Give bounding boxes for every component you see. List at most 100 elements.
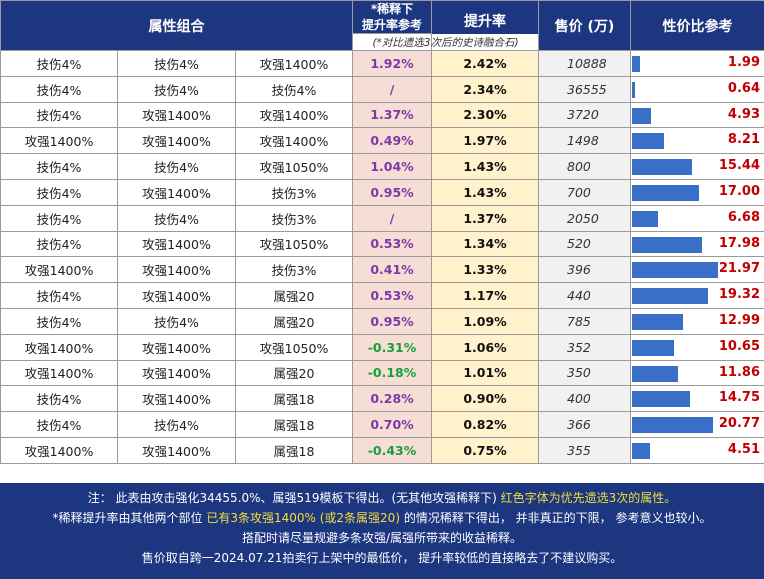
value-label: 17.00 [718, 183, 760, 199]
note-1a: 注： 此表由攻击强化34455.0%、属强519模板下得出。(无其他攻强稀释下) [87, 491, 501, 505]
rate-cell: 1.33% [431, 256, 539, 284]
attr-cell-2: 攻强1400% [117, 178, 236, 206]
attr-cell-2: 攻强1400% [117, 127, 236, 155]
dilution-rate-cell: -0.18% [352, 359, 432, 387]
value-cell: 4.51 [630, 436, 764, 464]
dilution-rate-cell: 0.49% [352, 127, 432, 155]
attr-cell-3: 攻强1050% [235, 333, 353, 361]
value-label: 15.44 [718, 158, 760, 174]
attr-cell-1: 技伤4% [0, 101, 118, 129]
attr-cell-1: 攻强1400% [0, 127, 118, 155]
value-label: 1.99 [727, 55, 760, 70]
attr-cell-2: 技伤4% [117, 204, 236, 232]
attr-cell-2: 攻强1400% [117, 282, 236, 309]
price-cell: 355 [538, 436, 631, 464]
value-cell: 12.99 [630, 307, 764, 335]
header-dilution-sub: (*对比遗选3次后的史诗融合石) [352, 33, 539, 51]
price-cell: 800 [538, 153, 631, 180]
value-cell: 19.32 [630, 282, 764, 309]
attr-cell-1: 攻强1400% [0, 359, 118, 387]
dilution-rate-cell: -0.31% [352, 333, 432, 361]
value-cell: 17.00 [630, 178, 764, 206]
value-cell: 10.65 [630, 333, 764, 361]
attr-cell-2: 攻强1400% [117, 385, 236, 413]
dilution-rate-cell: 0.95% [352, 307, 432, 335]
attr-cell-1: 攻强1400% [0, 333, 118, 361]
attr-cell-1: 技伤4% [0, 75, 118, 103]
attr-cell-1: 攻强1400% [0, 436, 118, 464]
attr-cell-3: 攻强1400% [235, 127, 353, 155]
note-line-2: *稀释提升率由其他两个部位 已有3条攻强1400% (或2条属强20) 的情况稀… [0, 508, 764, 528]
price-cell: 36555 [538, 75, 631, 103]
value-label: 10.65 [718, 338, 760, 354]
value-bar [632, 288, 708, 305]
attr-cell-1: 技伤4% [0, 204, 118, 232]
value-bar [632, 184, 699, 201]
value-label: 12.99 [718, 312, 760, 328]
price-cell: 350 [538, 359, 631, 387]
table-row: 技伤4% 攻强1400% 攻强1050% 0.53% 1.34% 520 17.98 [0, 230, 764, 258]
attr-cell-2: 攻强1400% [117, 333, 236, 361]
attr-cell-1: 技伤4% [0, 230, 118, 258]
attr-cell-3: 技伤3% [235, 204, 353, 232]
attr-cell-1: 技伤4% [0, 307, 118, 335]
value-cell: 6.68 [630, 204, 764, 232]
attr-cell-3: 攻强1400% [235, 101, 353, 129]
attr-cell-3: 属强20 [235, 282, 353, 309]
attr-cell-1: 技伤4% [0, 153, 118, 180]
value-label: 0.64 [727, 80, 760, 96]
header-dilution-line2: 提升率参考 [361, 18, 422, 32]
value-bar [632, 442, 650, 459]
attr-cell-2: 攻强1400% [117, 256, 236, 284]
value-cell: 17.98 [630, 230, 764, 258]
header-dilution: *稀释下 提升率参考 [352, 0, 432, 34]
rate-cell: 1.17% [431, 282, 539, 309]
price-cell: 3720 [538, 101, 631, 129]
note-line-3: 搭配时请尽量规避多条攻强/属强所带来的收益稀释。 [241, 531, 523, 545]
value-cell: 15.44 [630, 153, 764, 180]
dilution-rate-cell: 1.37% [352, 101, 432, 129]
rate-cell: 1.97% [431, 127, 539, 155]
value-bar [632, 391, 690, 408]
attr-cell-3: 攻强1050% [235, 230, 353, 258]
value-cell: 14.75 [630, 385, 764, 413]
dilution-rate-cell: 0.53% [352, 230, 432, 258]
value-bar [632, 313, 683, 330]
attr-cell-2: 技伤4% [117, 153, 236, 180]
rate-cell: 2.42% [431, 50, 539, 77]
table-row: 技伤4% 攻强1400% 属强18 0.28% 0.90% 400 14.75 [0, 385, 764, 413]
attr-cell-1: 技伤4% [0, 385, 118, 413]
value-bar [632, 56, 640, 72]
attr-cell-2: 技伤4% [117, 50, 236, 77]
attr-cell-3: 技伤3% [235, 256, 353, 284]
price-cell: 440 [538, 282, 631, 309]
value-label: 4.51 [727, 441, 760, 457]
attr-cell-2: 攻强1400% [117, 230, 236, 258]
rate-cell: 1.43% [431, 178, 539, 206]
table-row: 攻强1400% 攻强1400% 属强18 -0.43% 0.75% 355 4.51 [0, 436, 764, 464]
value-label: 4.93 [727, 106, 760, 122]
note-line-4: 售价取自跨一2024.07.21拍卖行上架中的最低价， 提升率较低的直接略去了不… [141, 551, 623, 565]
value-label: 11.86 [718, 364, 760, 380]
price-cell: 396 [538, 256, 631, 284]
attr-cell-2: 技伤4% [117, 411, 236, 438]
rate-cell: 0.82% [431, 411, 539, 438]
attr-cell-3: 属强18 [235, 436, 353, 464]
value-bar [632, 262, 718, 279]
table-row: 技伤4% 技伤4% 攻强1050% 1.04% 1.43% 800 15.44 [0, 153, 764, 180]
value-label: 14.75 [718, 390, 760, 406]
value-label: 17.98 [718, 235, 760, 251]
note-2a: *稀释提升率由其他两个部位 [52, 511, 207, 525]
note-2b: 已有3条攻强1400% (或2条属强20) [206, 511, 401, 525]
table-row: 技伤4% 技伤4% 技伤4%/2.34% 36555 0.64 [0, 75, 764, 103]
rate-cell: 1.09% [431, 307, 539, 335]
value-cell: 1.99 [630, 50, 764, 77]
rate-cell: 1.34% [431, 230, 539, 258]
value-label: 19.32 [718, 287, 760, 303]
attribute-table: 属性组合 *稀释下 提升率参考 提升率 售价 (万) 性价比参考 (*对比遗选3… [0, 0, 764, 464]
value-bar [632, 81, 635, 98]
price-cell: 10888 [538, 50, 631, 77]
value-cell: 8.21 [630, 127, 764, 155]
value-bar [632, 133, 664, 150]
dilution-rate-cell: 0.53% [352, 282, 432, 309]
